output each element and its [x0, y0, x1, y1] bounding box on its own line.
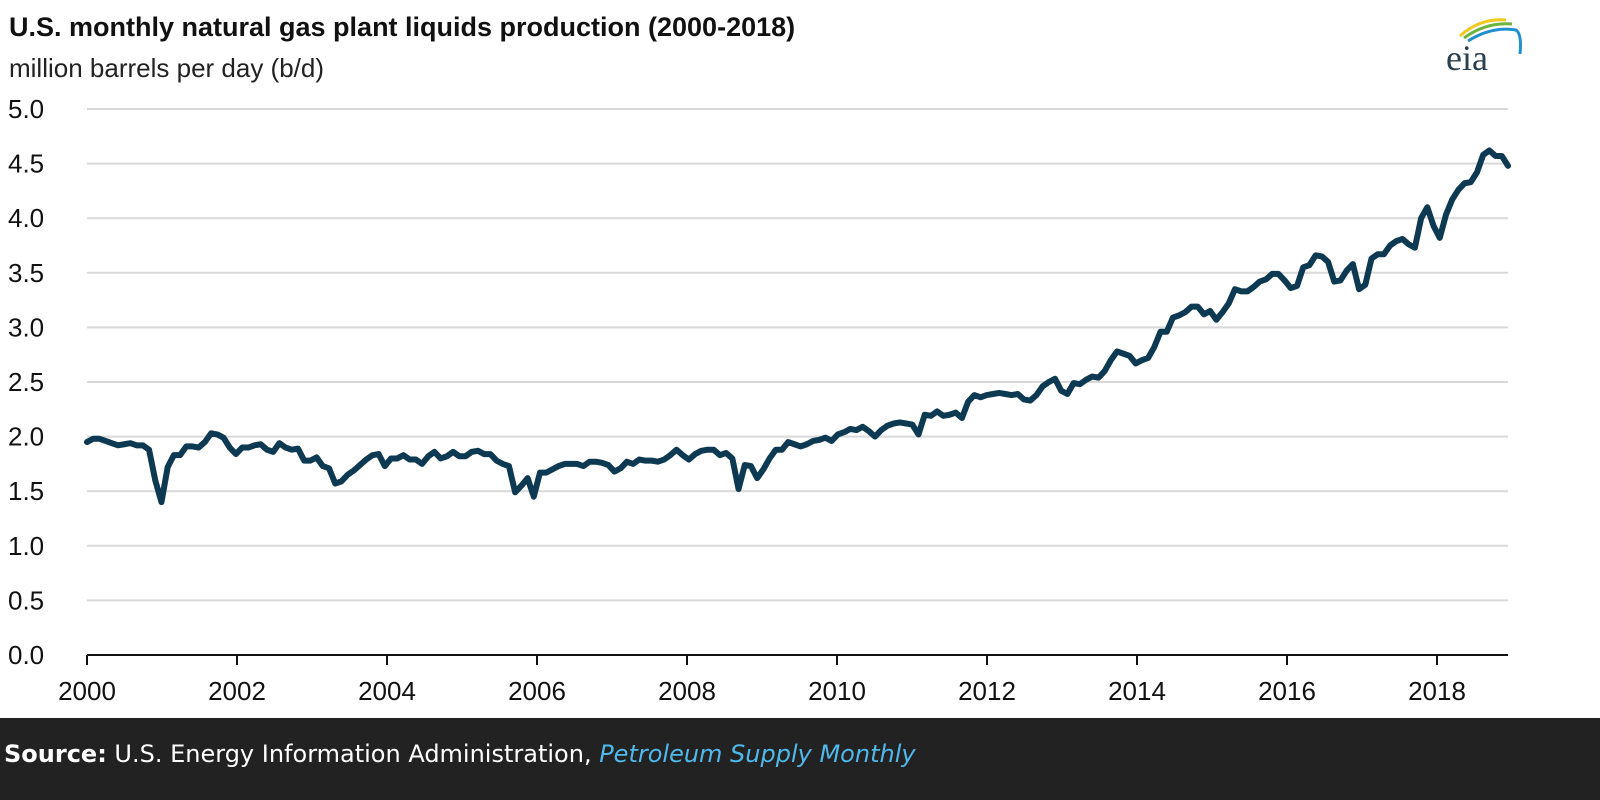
x-tick-label: 2008: [658, 676, 716, 706]
svg-text:eia: eia: [1446, 38, 1488, 76]
y-tick-label: 1.5: [8, 476, 44, 506]
x-tick-label: 2014: [1108, 676, 1166, 706]
y-tick-label: 0.5: [8, 585, 44, 615]
source-label: Source:: [4, 740, 107, 768]
y-axis-unit-label: million barrels per day (b/d): [9, 53, 325, 83]
y-tick-label: 0.0: [8, 640, 44, 670]
x-tick-label: 2002: [208, 676, 266, 706]
x-tick-label: 2000: [58, 676, 116, 706]
chart-title: U.S. monthly natural gas plant liquids p…: [9, 12, 796, 42]
y-tick-label: 1.0: [8, 531, 44, 561]
x-tick-label: 2012: [958, 676, 1016, 706]
series-line: [84, 147, 1511, 506]
x-tick-label: 2010: [808, 676, 866, 706]
x-tick-label: 2016: [1258, 676, 1316, 706]
y-tick-label: 4.5: [8, 149, 44, 179]
x-tick-label: 2006: [508, 676, 566, 706]
y-tick-label: 3.0: [8, 312, 44, 342]
x-tick-label: 2018: [1408, 676, 1466, 706]
y-tick-label: 2.5: [8, 367, 44, 397]
x-tick-label: 2004: [358, 676, 416, 706]
source-link[interactable]: Petroleum Supply Monthly: [599, 740, 916, 768]
y-tick-label: 5.0: [8, 94, 44, 124]
source-footer: Source: U.S. Energy Information Administ…: [0, 718, 1600, 800]
y-tick-label: 4.0: [8, 203, 44, 233]
y-tick-label: 3.5: [8, 258, 44, 288]
y-tick-label: 2.0: [8, 422, 44, 452]
eia-logo: eia: [1446, 18, 1522, 76]
source-text: U.S. Energy Information Administration,: [106, 740, 600, 768]
line-chart: 0.0 0.5 1.0 1.5 2.0 2.5 3.0 3.5 4.0 4.5 5.0 2000 200…: [8, 94, 1511, 706]
